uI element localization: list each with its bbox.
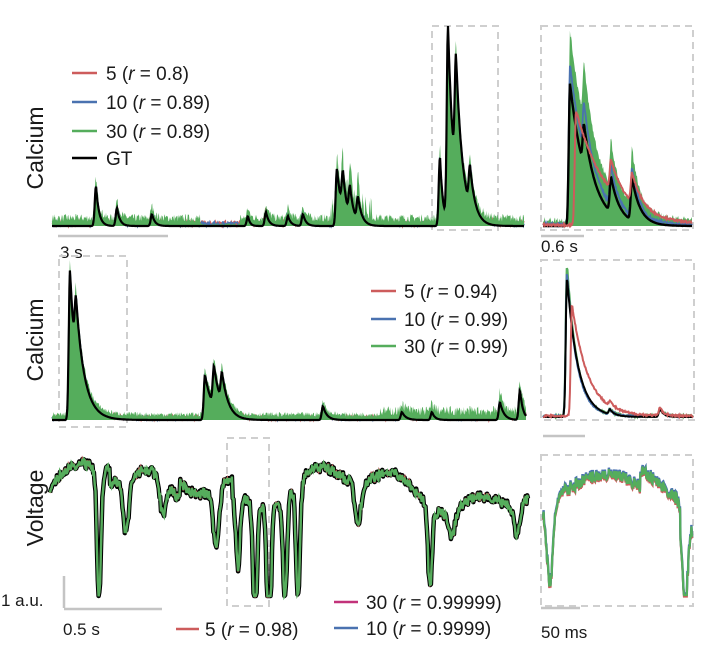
traces-row3-inset bbox=[541, 462, 694, 598]
legend-label-10-row2: 10 (r = 0.99) bbox=[404, 310, 508, 331]
scalebar-amp-label: 1 a.u. bbox=[1, 591, 44, 610]
inset-frame-row3 bbox=[540, 454, 694, 607]
traces-row3-main bbox=[47, 455, 531, 601]
legend-label-5-row2: 5 (r = 0.94) bbox=[404, 282, 497, 303]
legend-label-10-row3: 10 (r = 0.9999) bbox=[366, 619, 491, 640]
inset-trace-gt-row1 bbox=[543, 83, 692, 228]
ylabel-calcium-2: Calcium bbox=[22, 298, 48, 381]
ylabel-calcium-1: Calcium bbox=[22, 106, 48, 189]
inset-frame-row1 bbox=[540, 25, 694, 231]
scalebar-inset-label-row3: 50 ms bbox=[541, 623, 587, 642]
legend-row3: 5 (r = 0.98) 30 (r = 0.99999) 10 (r = 0.… bbox=[176, 593, 502, 641]
legend-row2: 5 (r = 0.94) 10 (r = 0.99) 30 (r = 0.99) bbox=[371, 282, 508, 358]
trace-30-row3 bbox=[48, 456, 530, 601]
inset-trace-5-row1 bbox=[542, 111, 693, 229]
legend-label-10: 10 (r = 0.89) bbox=[106, 93, 210, 114]
row-voltage: Voltage 1 a.u. 0.5 s 50 ms 5 (r = 0.98) … bbox=[1, 437, 694, 642]
inset-trace-10-row3 bbox=[541, 462, 694, 595]
traces-row2-inset bbox=[542, 267, 694, 420]
legend-label-30-row2: 30 (r = 0.99) bbox=[404, 337, 508, 358]
scalebar-time-label-row3: 0.5 s bbox=[63, 620, 100, 639]
legend-label-5-row3: 5 (r = 0.98) bbox=[205, 620, 298, 641]
legend-label-30: 30 (r = 0.89) bbox=[106, 122, 210, 143]
scalebar-inset-label-row1: 0.6 s bbox=[541, 237, 578, 256]
scalebar-label-row1: 3 s bbox=[60, 243, 83, 262]
legend-label-30-row3: 30 (r = 0.99999) bbox=[366, 593, 502, 614]
trace-gt-row1 bbox=[52, 25, 524, 228]
row-calcium-2: Calcium 5 (r = 0.94) 10 (r = 0.99) 30 (r… bbox=[22, 255, 695, 438]
row-calcium-1: Calcium 5 (r = 0.8) 10 (r = 0.89) 30 (r … bbox=[22, 25, 694, 262]
inset-trace-gt-row2 bbox=[543, 279, 693, 419]
inset-frame-row2 bbox=[540, 259, 695, 421]
inset-trace-30-row3 bbox=[541, 464, 694, 597]
legend-row1: 5 (r = 0.8) 10 (r = 0.89) 30 (r = 0.89) … bbox=[72, 64, 210, 170]
inset-trace-5-row2 bbox=[542, 304, 694, 420]
legend-label-5: 5 (r = 0.8) bbox=[106, 64, 189, 85]
zoom-box-row1 bbox=[431, 25, 499, 231]
traces-row1-inset bbox=[542, 30, 693, 229]
ylabel-voltage: Voltage bbox=[22, 470, 48, 547]
traces-row1-main bbox=[51, 25, 525, 229]
inset-trace-30-row1 bbox=[543, 30, 692, 227]
zoom-box-row3 bbox=[226, 437, 270, 607]
legend-label-gt: GT bbox=[106, 149, 133, 170]
traces-row2-main bbox=[51, 260, 527, 424]
trace-gt-row2 bbox=[52, 270, 527, 422]
